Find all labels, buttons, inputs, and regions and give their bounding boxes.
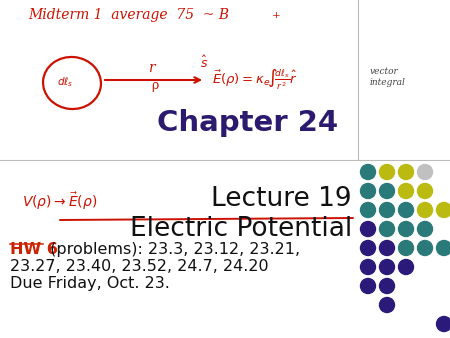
Circle shape xyxy=(360,221,375,237)
Text: $V(\rho) \rightarrow \vec{E}(\rho)$: $V(\rho) \rightarrow \vec{E}(\rho)$ xyxy=(22,190,97,212)
Text: vector
integral: vector integral xyxy=(370,67,406,88)
Circle shape xyxy=(436,202,450,217)
Circle shape xyxy=(360,202,375,217)
Circle shape xyxy=(418,241,432,256)
Circle shape xyxy=(399,221,414,237)
Circle shape xyxy=(379,221,395,237)
Circle shape xyxy=(418,184,432,198)
Circle shape xyxy=(436,241,450,256)
Text: 23.27, 23.40, 23.52, 24.7, 24.20: 23.27, 23.40, 23.52, 24.7, 24.20 xyxy=(10,259,269,274)
Circle shape xyxy=(360,260,375,274)
Text: $d\ell_s$: $d\ell_s$ xyxy=(57,75,73,89)
Circle shape xyxy=(399,202,414,217)
Text: HW 6: HW 6 xyxy=(10,242,58,257)
Circle shape xyxy=(360,184,375,198)
Text: +: + xyxy=(272,11,281,20)
Text: Due Friday, Oct. 23.: Due Friday, Oct. 23. xyxy=(10,276,170,291)
Text: ρ: ρ xyxy=(151,79,158,92)
Circle shape xyxy=(360,241,375,256)
Circle shape xyxy=(360,279,375,293)
Text: $\hat{s}$: $\hat{s}$ xyxy=(200,55,208,71)
Text: r: r xyxy=(148,61,155,75)
Circle shape xyxy=(399,184,414,198)
Circle shape xyxy=(360,165,375,179)
Circle shape xyxy=(379,165,395,179)
Text: Lecture 19: Lecture 19 xyxy=(212,186,352,212)
Text: Chapter 24: Chapter 24 xyxy=(158,109,338,137)
Circle shape xyxy=(436,316,450,332)
Circle shape xyxy=(379,202,395,217)
Text: (problems): 23.3, 23.12, 23.21,: (problems): 23.3, 23.12, 23.21, xyxy=(45,242,300,257)
Circle shape xyxy=(399,165,414,179)
Circle shape xyxy=(379,279,395,293)
Text: $\vec{E}(\rho) = \kappa_e \!\int\! \frac{d\ell_s}{r^2}\hat{r}$: $\vec{E}(\rho) = \kappa_e \!\int\! \frac… xyxy=(212,68,298,92)
Text: Electric Potential: Electric Potential xyxy=(130,216,352,242)
Circle shape xyxy=(379,297,395,313)
Circle shape xyxy=(379,260,395,274)
Circle shape xyxy=(379,184,395,198)
Text: Midterm 1  average  75  ~ B: Midterm 1 average 75 ~ B xyxy=(28,8,229,22)
Circle shape xyxy=(418,202,432,217)
Circle shape xyxy=(379,241,395,256)
Circle shape xyxy=(399,241,414,256)
Circle shape xyxy=(418,165,432,179)
Circle shape xyxy=(399,260,414,274)
Circle shape xyxy=(418,221,432,237)
